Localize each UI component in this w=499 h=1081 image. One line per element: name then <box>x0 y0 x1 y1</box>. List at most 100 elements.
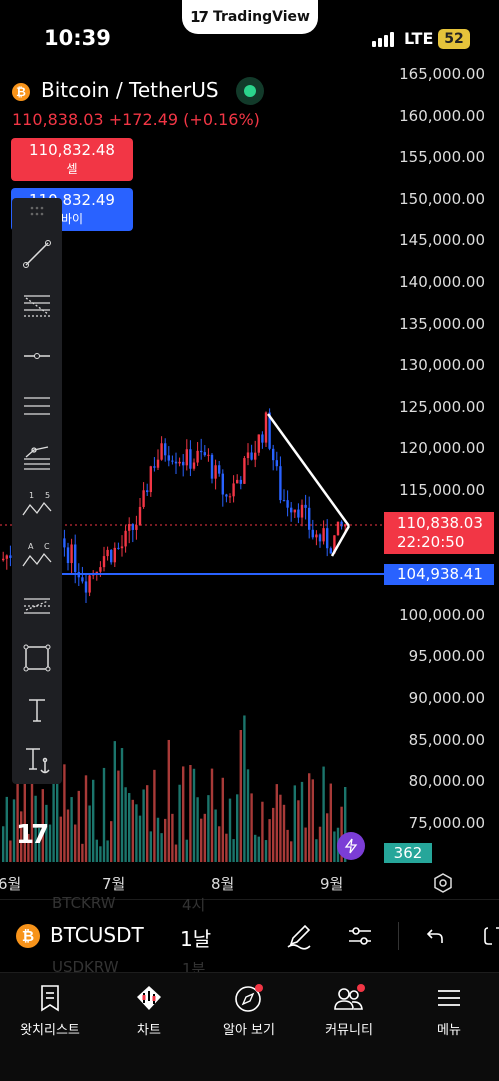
text-tool-icon[interactable] <box>17 690 57 730</box>
volume-bar <box>12 799 16 862</box>
candle-body <box>268 412 271 449</box>
price-axis-label: 140,000.00 <box>399 273 485 291</box>
candle-body <box>243 458 246 484</box>
nav-community[interactable]: 커뮤니티 <box>299 981 399 1038</box>
candle-body <box>189 449 192 469</box>
svg-text:1: 1 <box>29 491 34 500</box>
candle-body <box>290 507 293 513</box>
candle-body <box>131 524 134 530</box>
nav-watchlist[interactable]: 왓치리스트 <box>0 981 100 1038</box>
sell-label: 셀 <box>66 162 78 176</box>
volume-bar <box>164 818 167 862</box>
candle-body <box>9 555 12 558</box>
volume-bar <box>74 824 77 862</box>
price-chart[interactable] <box>0 60 384 865</box>
candle-body <box>203 452 206 456</box>
candle-body <box>286 500 289 508</box>
candle-body <box>167 455 170 461</box>
watchlist-icon <box>0 981 100 1015</box>
nav-menu[interactable]: 메뉴 <box>399 981 499 1038</box>
volume-bar <box>160 833 163 862</box>
price-axis-label: 130,000.00 <box>399 356 485 375</box>
chart-settings-icon[interactable] <box>432 872 454 898</box>
volume-bar <box>120 748 124 862</box>
volume-bar <box>27 833 30 862</box>
price-axis-label: 100,000.00 <box>399 605 485 624</box>
candle-body <box>74 544 77 573</box>
volume-bar <box>23 763 26 862</box>
volume-bar <box>200 818 203 862</box>
undo-icon[interactable] <box>416 918 452 954</box>
volume-bar <box>232 839 235 862</box>
horizontal-ray-tool-icon[interactable] <box>17 336 57 376</box>
nav-explore[interactable]: 알아 보기 <box>199 981 299 1038</box>
anchored-text-tool-icon[interactable] <box>17 740 57 780</box>
volume-bar <box>138 815 142 862</box>
volume-bar <box>135 804 138 862</box>
nav-chart[interactable]: 차트 <box>99 981 199 1038</box>
market-status-icon[interactable] <box>236 77 264 105</box>
fib-retracement-tool-icon[interactable] <box>17 285 57 325</box>
indicators-icon[interactable] <box>342 918 378 954</box>
brand-name: TradingView <box>212 9 310 25</box>
network-label: LTE <box>404 29 434 48</box>
candle-body <box>322 528 325 542</box>
volume-bar <box>52 781 55 862</box>
price-axis-label: 115,000.00 <box>399 481 485 499</box>
candle-body <box>210 454 214 479</box>
volume-bar <box>286 829 289 862</box>
candle-body <box>110 549 113 563</box>
volume-bar <box>311 779 314 862</box>
volume-bar <box>131 799 134 862</box>
volume-bar <box>167 739 170 862</box>
rectangle-tool-icon[interactable] <box>17 638 57 678</box>
volume-bar <box>239 730 242 862</box>
volume-bar <box>236 794 239 862</box>
volume-bar <box>329 783 332 862</box>
price-axis-label: 165,000.00 <box>399 65 485 83</box>
volume-bar <box>171 813 174 862</box>
candle-body <box>340 521 343 527</box>
candle-body <box>207 454 210 456</box>
volume-bar <box>203 813 206 862</box>
volume-bar <box>178 784 181 862</box>
drawing-pen-icon[interactable] <box>281 918 317 954</box>
fib-channel-tool-icon[interactable] <box>17 586 57 626</box>
price-axis-label: 160,000.00 <box>399 106 485 125</box>
volume-bar <box>142 789 145 862</box>
price-axis-label: 145,000.00 <box>399 231 485 250</box>
volume-bar <box>182 766 185 862</box>
volume-bar <box>66 809 70 862</box>
volume-bar <box>290 841 293 862</box>
volume-bar <box>146 785 149 862</box>
candle-body <box>326 528 329 549</box>
symbol-selector[interactable]: BTCUSDT <box>50 923 144 947</box>
candle-body <box>272 448 275 461</box>
volume-bar <box>304 827 307 862</box>
flash-icon[interactable] <box>337 832 365 860</box>
sell-price: 110,832.48 <box>29 141 115 159</box>
pitchfork-tool-icon[interactable] <box>17 436 57 476</box>
parallel-channel-tool-icon[interactable] <box>17 386 57 426</box>
pair-title[interactable]: Bitcoin / TetherUS <box>41 78 219 102</box>
volume-bar <box>333 831 336 862</box>
candle-body <box>185 449 188 466</box>
tradingview-banner[interactable]: 17 TradingView <box>182 0 318 34</box>
candle-body <box>246 452 250 459</box>
volume-bar <box>92 779 95 862</box>
interval-selector[interactable]: 1날 <box>180 927 212 951</box>
toolbar-drag-handle[interactable] <box>17 200 57 222</box>
fullscreen-icon[interactable] <box>476 918 499 954</box>
last-price-tag: 110,838.03 22:20:50 <box>384 512 494 554</box>
candle-body <box>333 535 336 554</box>
candle-body <box>300 504 304 518</box>
trend-line-tool-icon[interactable] <box>17 234 57 274</box>
candle-body <box>297 509 300 518</box>
volume-bar <box>81 843 84 862</box>
candle-body <box>257 434 260 453</box>
candle-body <box>99 567 102 572</box>
volume-bar <box>84 775 88 862</box>
sell-button[interactable]: 110,832.48 셀 <box>11 138 133 181</box>
